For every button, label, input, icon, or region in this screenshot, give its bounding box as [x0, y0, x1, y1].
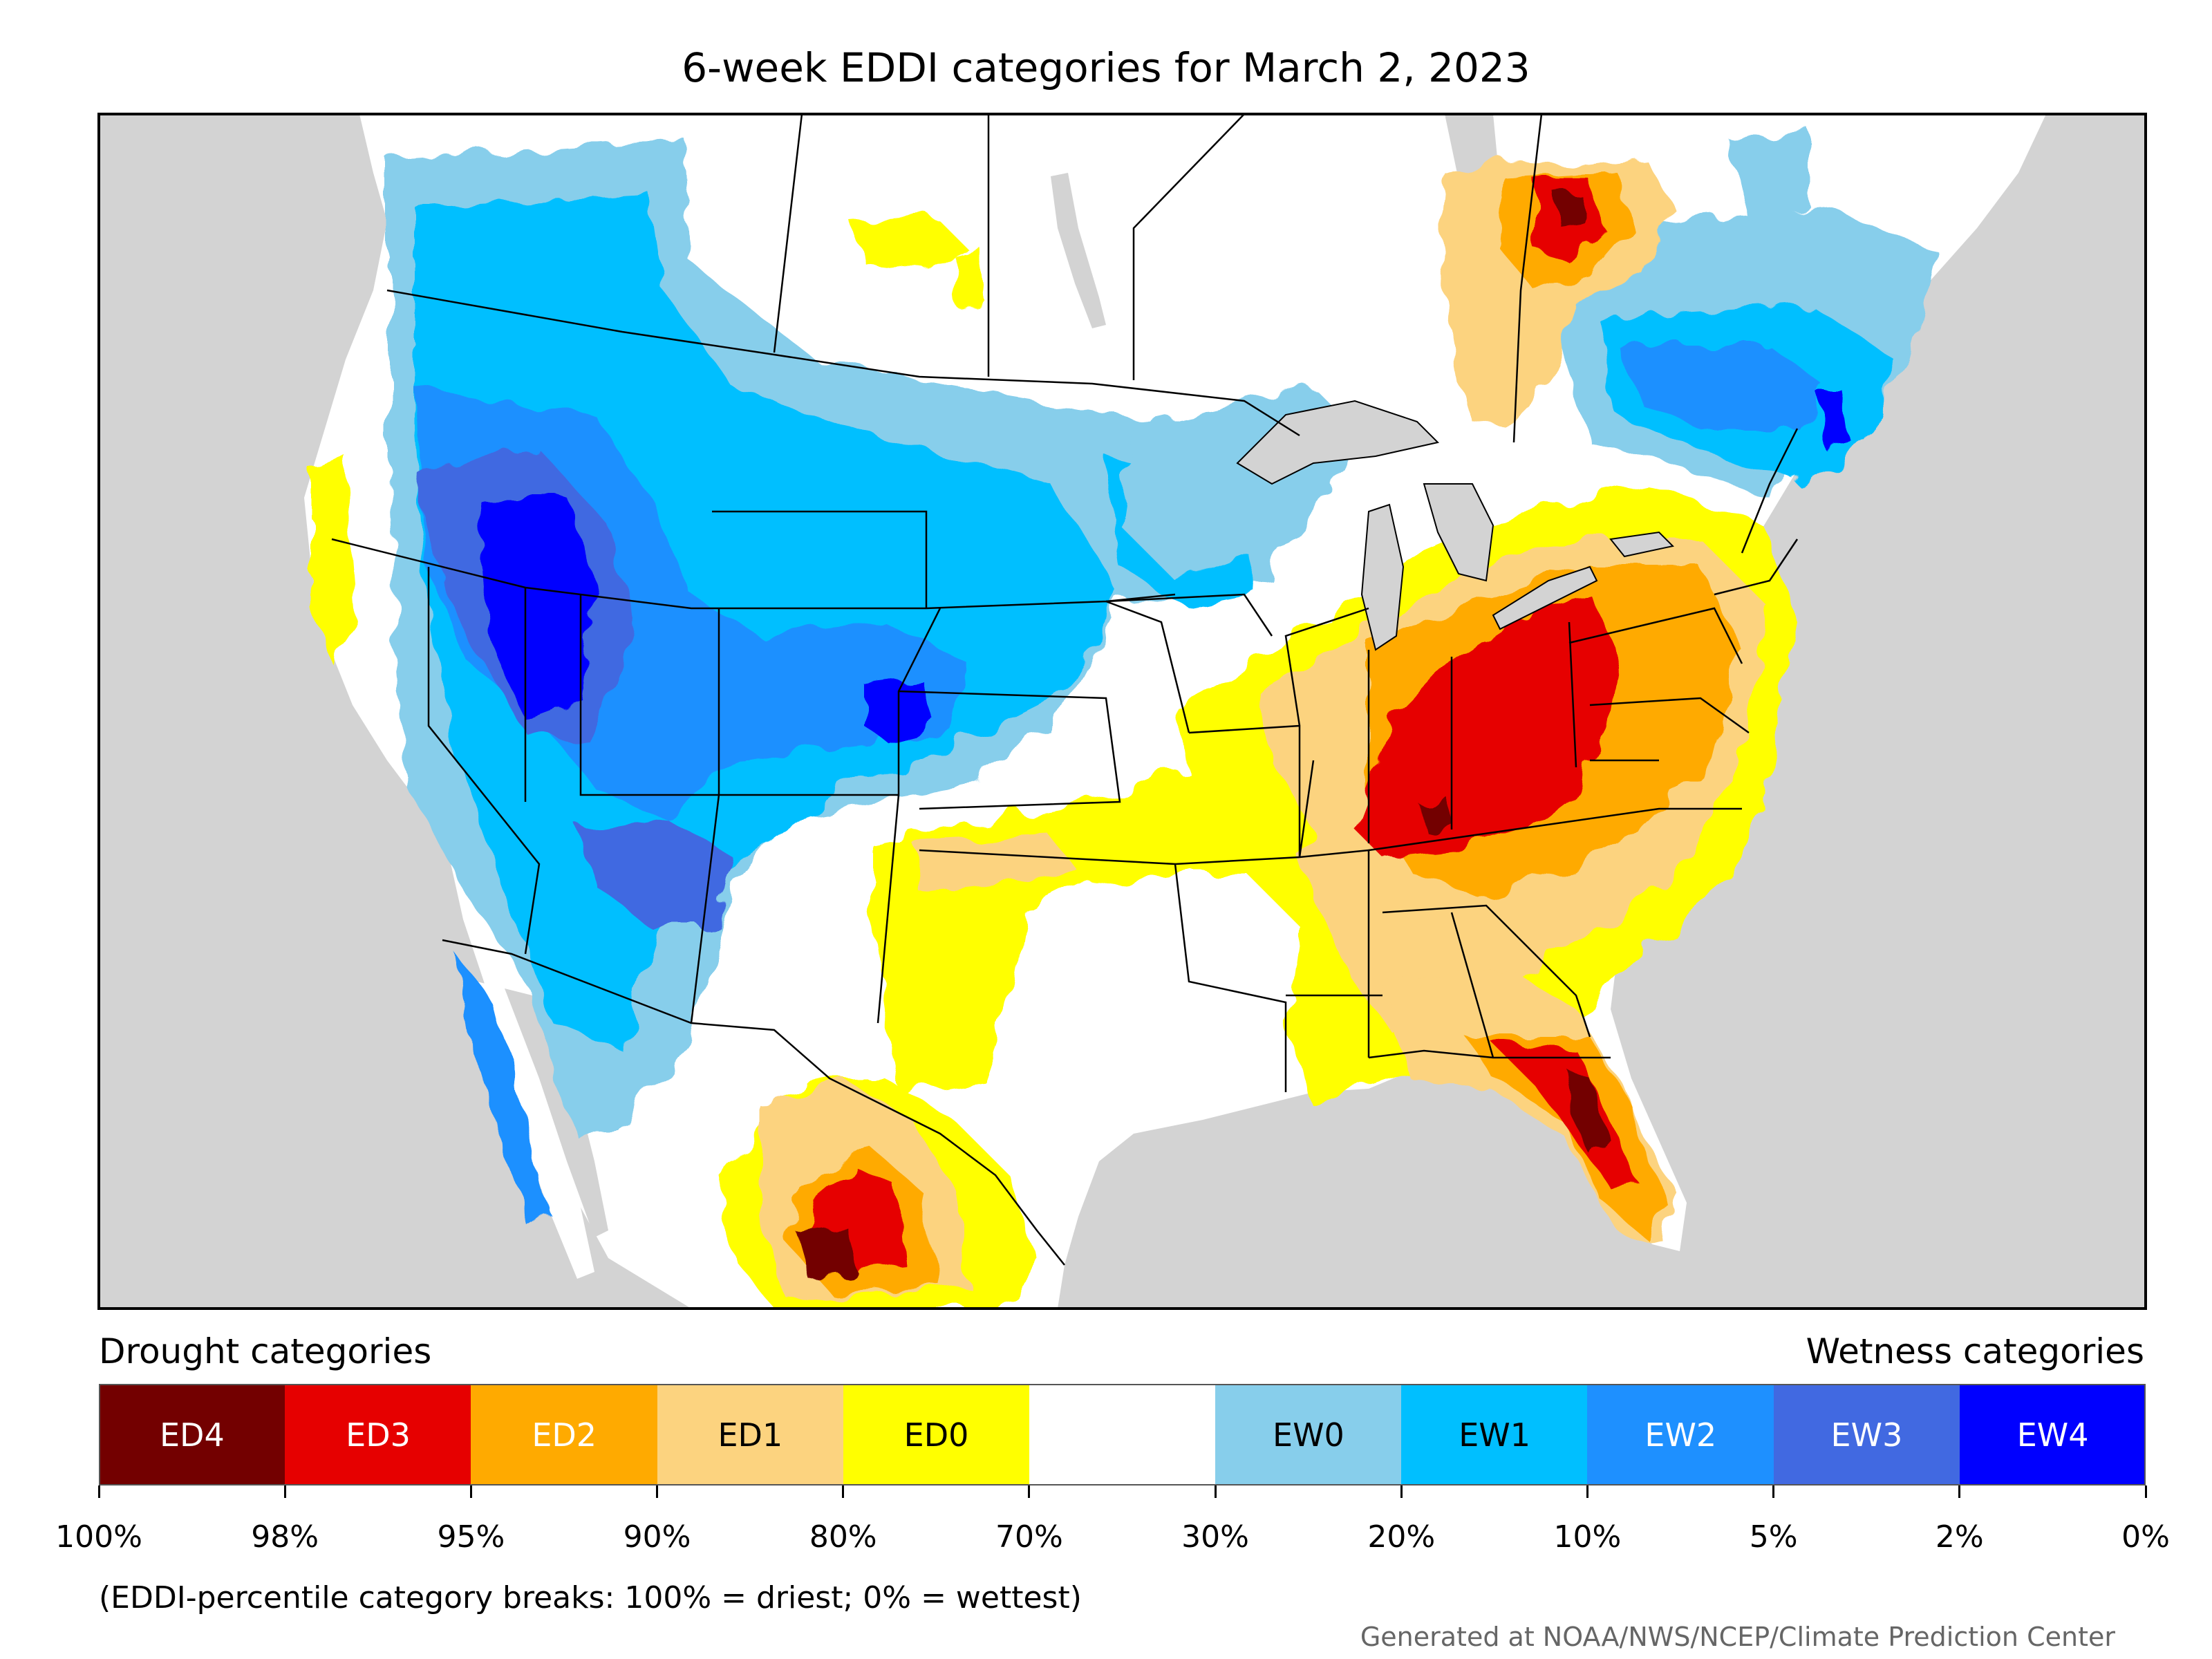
wetness-categories-heading: Wetness categories: [1806, 1331, 2144, 1371]
legend-swatch-ed1: ED1: [657, 1384, 844, 1485]
dry-patch-ed0-manitoba: [954, 249, 988, 311]
wet-patch-ew0-labrador: [1728, 131, 1811, 221]
us-state-lines-east: [1368, 428, 1799, 1059]
dry-patch-ed4-ontario: [1555, 194, 1583, 225]
map-frame: [97, 113, 2147, 1310]
legend-tick: [97, 1485, 100, 1498]
category-break-note: (EDDI-percentile category breaks: 100% =…: [99, 1580, 1082, 1615]
dry-patch-ed4-florida: [1562, 1065, 1611, 1154]
wet-patch-ew3-southwest: [581, 816, 733, 926]
category-color-scale: ED4 ED3 ED2 ED1 ED0 EW0 EW1 EW2 EW3 EW4: [97, 1384, 2147, 1498]
legend-swatch-ew2: EW2: [1587, 1384, 1774, 1485]
us-state-lines-west: [331, 510, 1190, 1024]
legend-tick: [1400, 1485, 1403, 1498]
legend-swatch-ew0: EW0: [1215, 1384, 1402, 1485]
percentile-label: 100%: [55, 1519, 142, 1555]
legend-swatch-ed0: ED0: [843, 1384, 1030, 1485]
canada-us-border: [386, 289, 1300, 437]
wet-patch-ew4-maine: [1818, 394, 1853, 449]
legend-tick: [1586, 1485, 1588, 1498]
great-lakes: [1236, 400, 1675, 651]
percentile-label: 0%: [2121, 1519, 2170, 1555]
percentile-label: 70%: [995, 1519, 1063, 1555]
dry-patch-ed0-west-coast: [311, 456, 359, 664]
legend-tick: [842, 1485, 845, 1498]
percentile-label: 20%: [1367, 1519, 1436, 1555]
legend-tick: [1772, 1485, 1775, 1498]
dry-patch-ed4-mexico: [795, 1224, 857, 1279]
percentile-label: 98%: [251, 1519, 319, 1555]
wet-patch-ew2-northeast: [1618, 346, 1825, 429]
drought-categories-heading: Drought categories: [99, 1331, 432, 1371]
dry-patch-ed3-ohio-valley: [1355, 594, 1618, 857]
percentile-label: 80%: [809, 1519, 877, 1555]
legend-swatch-ew1: EW1: [1401, 1384, 1588, 1485]
legend-swatch-ed2: ED2: [471, 1384, 658, 1485]
percentile-label: 10%: [1553, 1519, 1622, 1555]
wet-patch-ew2-baja: [456, 954, 553, 1230]
lake-huron: [1423, 483, 1494, 582]
canada-province-lines: [773, 114, 1543, 443]
map-title: 6-week EDDI categories for March 2, 2023: [682, 44, 1530, 91]
noaa-credit: Generated at NOAA/NWS/NCEP/Climate Predi…: [1360, 1622, 2115, 1652]
wet-patch-ew4: [477, 498, 594, 719]
legend-swatch-ed4: ED4: [99, 1384, 285, 1485]
legend-tick: [283, 1485, 286, 1498]
lake-winnipeg: [1051, 173, 1106, 328]
percentile-label: 95%: [437, 1519, 505, 1555]
legend-tick: [1028, 1485, 1031, 1498]
legend-swatch-normal: [1029, 1384, 1216, 1485]
dry-patch-ed0-prairies: [850, 214, 968, 270]
legend-swatch-ed3: ED3: [285, 1384, 471, 1485]
gulf-of-california: [505, 988, 608, 1237]
legend-tick: [469, 1485, 472, 1498]
dry-patch-ed4-kentucky: [1417, 795, 1452, 830]
legend-tick: [1958, 1485, 1961, 1498]
dry-patch-ed1-oklahoma: [912, 836, 1078, 892]
lake-ontario: [1609, 531, 1675, 558]
us-mexico-border: [442, 939, 1065, 1266]
eddi-category-shading: [311, 131, 1936, 1309]
percentile-label: 90%: [623, 1519, 691, 1555]
lake-erie: [1492, 565, 1598, 630]
percentile-label: 5%: [1749, 1519, 1798, 1555]
political-borders: [331, 114, 1799, 1266]
legend-tick: [1214, 1485, 1217, 1498]
legend-tick: [2144, 1485, 2147, 1498]
percentile-label: 2%: [1935, 1519, 1984, 1555]
percentile-label: 30%: [1181, 1519, 1249, 1555]
lake-michigan: [1360, 503, 1405, 651]
legend-swatch-ew3: EW3: [1773, 1384, 1960, 1485]
legend-swatch-ew4: EW4: [1959, 1384, 2146, 1485]
legend-tick: [656, 1485, 659, 1498]
dry-patch-ed3-florida: [1493, 1044, 1638, 1189]
lake-superior: [1236, 400, 1439, 485]
